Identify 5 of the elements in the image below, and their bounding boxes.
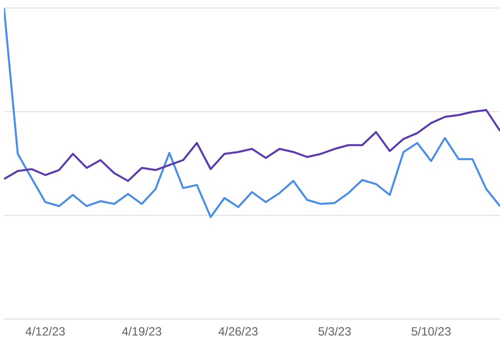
x-tick-label: 4/26/23 bbox=[218, 324, 259, 339]
x-tick-label: 5/10/23 bbox=[411, 324, 452, 339]
x-tick-label: 4/12/23 bbox=[25, 324, 66, 339]
x-tick-label: 5/3/23 bbox=[318, 324, 352, 339]
x-tick-label: 4/19/23 bbox=[122, 324, 162, 339]
